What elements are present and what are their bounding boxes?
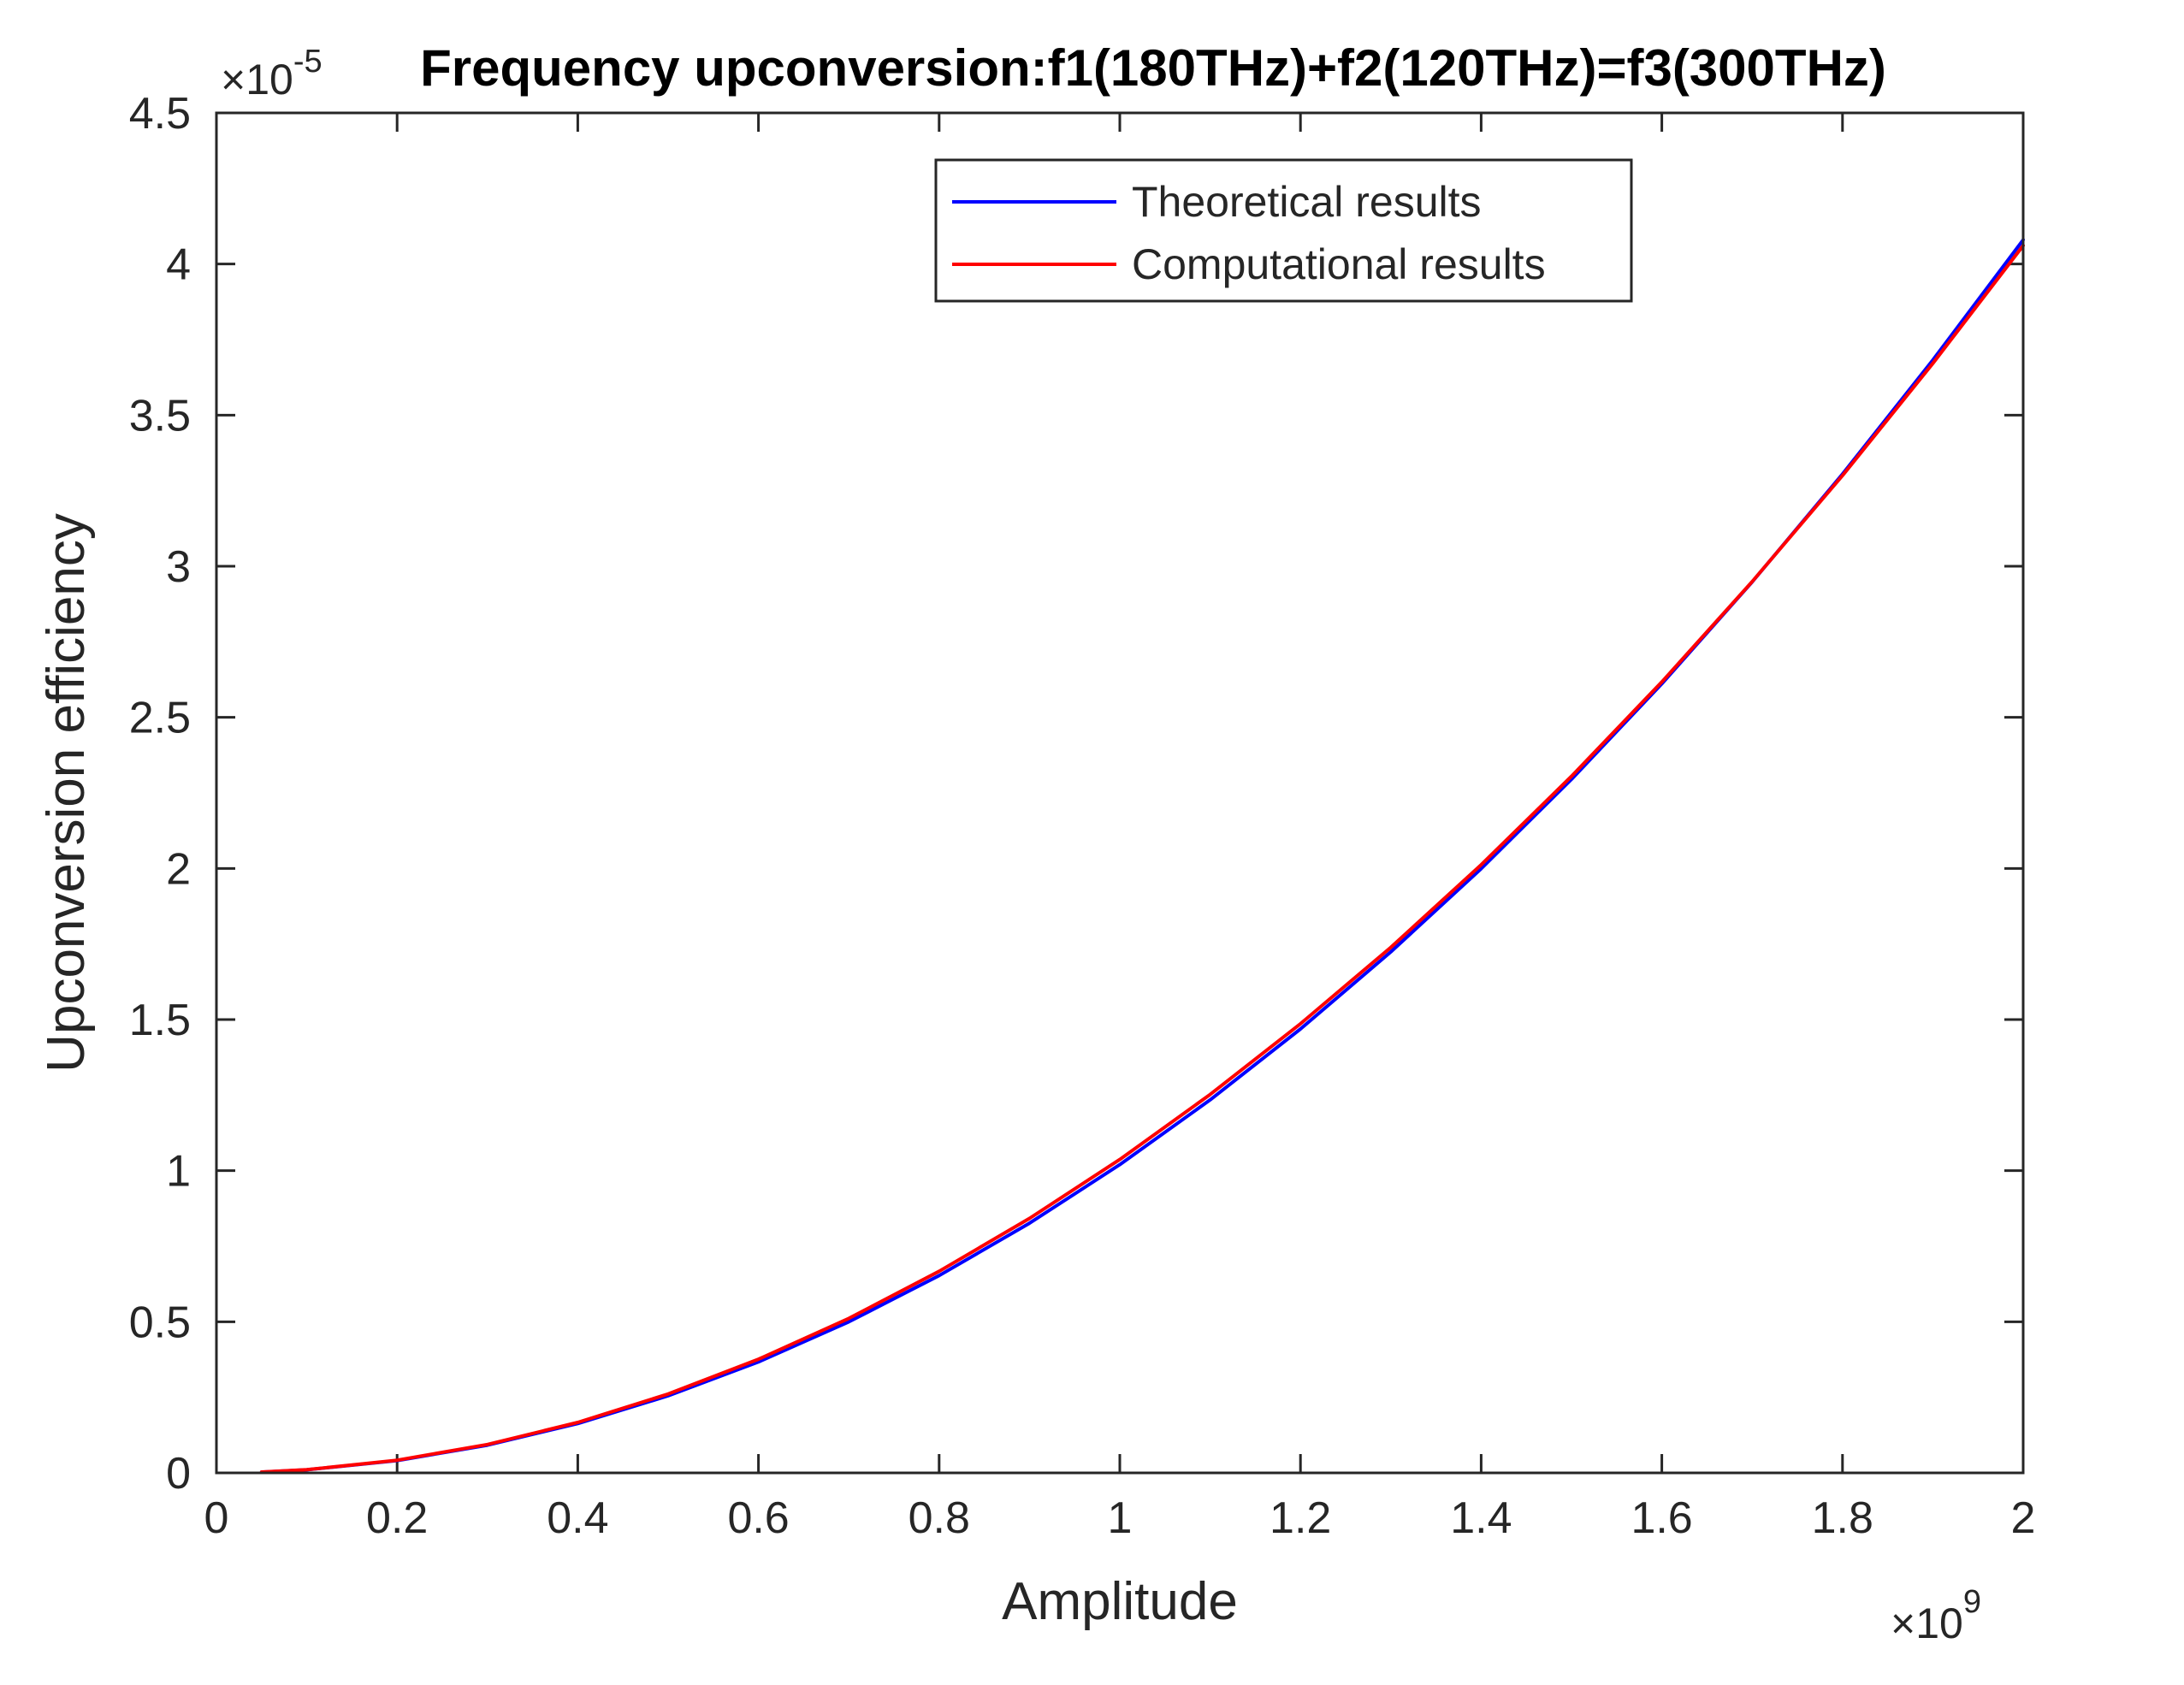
x-tick-label: 0.4 (547, 1493, 608, 1543)
y-tick-label: 3.5 (129, 391, 191, 440)
x-axis-exponent-power: 9 (1963, 1584, 1981, 1620)
series-line-computational (259, 244, 2025, 1474)
legend-label-theoretical: Theoretical results (1132, 178, 1482, 226)
y-tick-label: 1 (166, 1147, 191, 1197)
y-axis-exponent-base: ×10 (221, 56, 293, 103)
y-axis-label: Upconversion efficiency (37, 513, 96, 1073)
legend-box (934, 158, 1633, 303)
x-tick-label: 1.2 (1270, 1493, 1331, 1543)
x-tick-label: 2 (2011, 1493, 2036, 1543)
x-tick-label: 1.4 (1450, 1493, 1512, 1543)
y-axis-exponent-power: -5 (293, 44, 323, 80)
y-axis-ticks: 0 0.5 1 1.5 2 2.5 3 3.5 4 4.5 (129, 89, 2023, 1499)
legend-label-computational: Computational results (1132, 240, 1546, 288)
x-tick-label: 0.2 (366, 1493, 428, 1543)
plot-area (216, 113, 2023, 1473)
x-tick-label: 0 (204, 1493, 229, 1543)
y-tick-label: 0.5 (129, 1298, 191, 1347)
x-axis-label: Amplitude (1002, 1572, 1238, 1631)
x-tick-label: 0.8 (909, 1493, 970, 1543)
y-tick-label: 1.5 (129, 996, 191, 1045)
x-tick-label: 1 (1108, 1493, 1133, 1543)
plot-series (259, 238, 2025, 1475)
x-tick-label: 1.8 (1812, 1493, 1873, 1543)
y-tick-label: 0 (166, 1449, 191, 1499)
x-tick-label: 1.6 (1631, 1493, 1692, 1543)
legend: Theoretical results Computational result… (934, 158, 1633, 303)
y-tick-label: 2 (166, 844, 191, 894)
y-axis-exponent: ×10-5 (221, 44, 323, 103)
y-tick-label: 2.5 (129, 694, 191, 743)
y-tick-label: 4 (166, 240, 191, 290)
y-tick-label: 4.5 (129, 89, 191, 139)
y-tick-label: 3 (166, 542, 191, 592)
x-tick-label: 0.6 (727, 1493, 789, 1543)
x-axis-ticks: 0 0.2 0.4 0.6 0.8 1 1.2 1.4 1.6 1.8 2 (204, 113, 2036, 1543)
chart-title: Frequency upconversion:f1(180THz)+f2(120… (420, 39, 1886, 97)
x-axis-exponent-base: ×10 (1891, 1599, 1963, 1647)
x-axis-exponent: ×109 (1891, 1584, 1981, 1647)
plot-frame (215, 111, 2025, 1475)
